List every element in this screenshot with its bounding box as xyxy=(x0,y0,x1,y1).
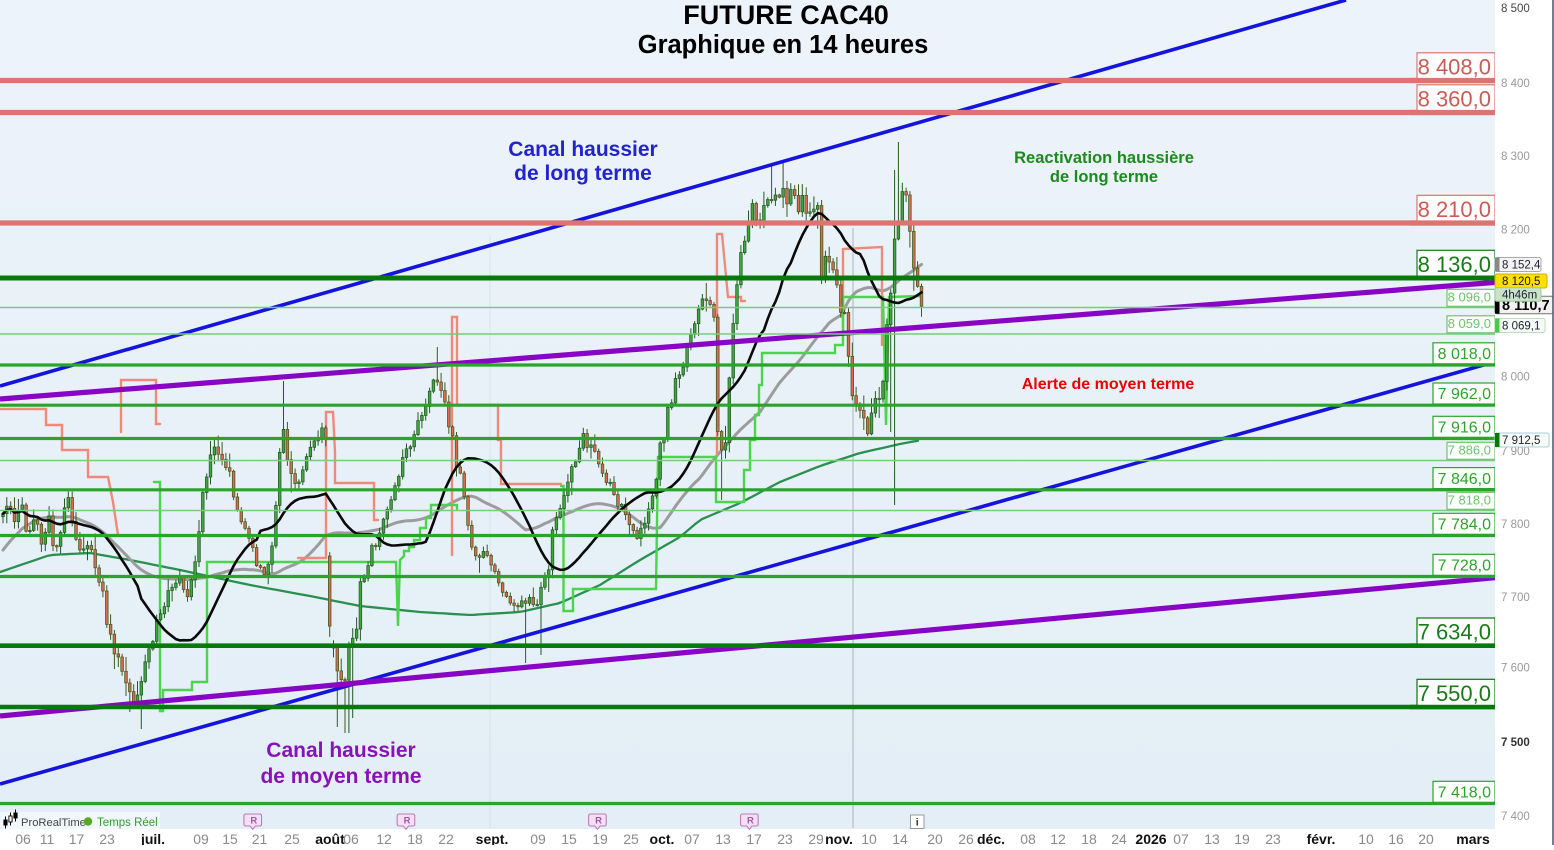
svg-text:août: août xyxy=(315,831,345,845)
svg-text:10: 10 xyxy=(861,831,877,845)
svg-text:7 900: 7 900 xyxy=(1501,446,1530,458)
svg-text:11: 11 xyxy=(40,831,55,845)
svg-text:i: i xyxy=(916,817,919,829)
svg-text:12: 12 xyxy=(376,831,392,845)
svg-text:23: 23 xyxy=(1265,831,1281,845)
svg-text:8 152,4: 8 152,4 xyxy=(1502,260,1541,272)
svg-text:8 096,0: 8 096,0 xyxy=(1448,290,1491,305)
svg-text:7 912,5: 7 912,5 xyxy=(1502,435,1540,447)
svg-text:ProRealTime: ProRealTime xyxy=(21,817,86,829)
svg-text:06: 06 xyxy=(343,831,359,845)
svg-text:7 400: 7 400 xyxy=(1501,811,1530,823)
svg-text:14: 14 xyxy=(892,831,908,845)
svg-text:7 962,0: 7 962,0 xyxy=(1438,386,1491,403)
svg-text:de long terme: de long terme xyxy=(514,162,652,185)
svg-text:7 700: 7 700 xyxy=(1501,592,1530,604)
svg-text:R: R xyxy=(404,816,411,827)
svg-text:12: 12 xyxy=(1050,831,1066,845)
svg-text:8 069,1: 8 069,1 xyxy=(1502,321,1540,333)
svg-text:26: 26 xyxy=(958,831,974,845)
svg-text:8 000: 8 000 xyxy=(1501,372,1530,384)
svg-text:19: 19 xyxy=(1234,831,1250,845)
svg-text:7 846,0: 7 846,0 xyxy=(1438,471,1491,488)
svg-text:18: 18 xyxy=(1081,831,1097,845)
svg-text:7 418,0: 7 418,0 xyxy=(1438,785,1491,802)
svg-text:20: 20 xyxy=(927,831,943,845)
svg-text:de moyen terme: de moyen terme xyxy=(260,765,421,788)
svg-text:7 800: 7 800 xyxy=(1501,519,1530,531)
svg-text:8 059,0: 8 059,0 xyxy=(1448,316,1491,331)
svg-text:7 784,0: 7 784,0 xyxy=(1438,517,1491,534)
svg-text:8 210,0: 8 210,0 xyxy=(1418,197,1491,222)
svg-text:8 110,7: 8 110,7 xyxy=(1502,298,1550,314)
svg-text:Temps Réel: Temps Réel xyxy=(97,817,158,829)
svg-text:15: 15 xyxy=(561,831,577,845)
svg-text:8 200: 8 200 xyxy=(1501,225,1530,237)
svg-text:09: 09 xyxy=(530,831,546,845)
svg-text:2026: 2026 xyxy=(1135,831,1166,845)
svg-text:15: 15 xyxy=(222,831,238,845)
svg-text:7 728,0: 7 728,0 xyxy=(1438,558,1491,575)
svg-text:7 886,0: 7 886,0 xyxy=(1448,443,1491,458)
svg-text:13: 13 xyxy=(1204,831,1220,845)
svg-text:8 120,5: 8 120,5 xyxy=(1502,276,1540,288)
svg-text:17: 17 xyxy=(746,831,762,845)
svg-text:8 018,0: 8 018,0 xyxy=(1438,346,1491,363)
svg-text:R: R xyxy=(595,816,602,827)
svg-text:10: 10 xyxy=(1358,831,1374,845)
svg-text:8 400: 8 400 xyxy=(1501,78,1530,90)
svg-text:FUTURE CAC40: FUTURE CAC40 xyxy=(683,0,889,30)
svg-text:de long terme: de long terme xyxy=(1050,168,1158,186)
svg-text:7 500: 7 500 xyxy=(1501,737,1530,749)
svg-text:déc.: déc. xyxy=(977,831,1005,845)
svg-text:23: 23 xyxy=(99,831,115,845)
svg-text:oct.: oct. xyxy=(650,831,675,845)
svg-text:24: 24 xyxy=(1111,831,1127,845)
svg-text:7 600: 7 600 xyxy=(1501,663,1530,675)
svg-text:20: 20 xyxy=(1418,831,1434,845)
svg-text:21: 21 xyxy=(252,831,268,845)
svg-text:8 300: 8 300 xyxy=(1501,151,1530,163)
svg-text:Graphique en 14 heures: Graphique en 14 heures xyxy=(638,31,929,59)
svg-text:R: R xyxy=(250,816,257,827)
svg-text:mars: mars xyxy=(1456,831,1490,845)
svg-text:Canal haussier: Canal haussier xyxy=(508,138,657,161)
svg-text:R: R xyxy=(747,816,754,827)
svg-text:25: 25 xyxy=(284,831,300,845)
svg-text:19: 19 xyxy=(592,831,608,845)
svg-text:nov.: nov. xyxy=(825,831,853,845)
svg-text:07: 07 xyxy=(1173,831,1189,845)
svg-text:17: 17 xyxy=(69,831,85,845)
svg-text:29: 29 xyxy=(808,831,824,845)
svg-text:16: 16 xyxy=(1388,831,1404,845)
svg-text:23: 23 xyxy=(777,831,793,845)
svg-text:09: 09 xyxy=(193,831,209,845)
svg-text:7 818,0: 7 818,0 xyxy=(1448,493,1491,508)
svg-text:Canal haussier: Canal haussier xyxy=(266,739,415,762)
svg-text:sept.: sept. xyxy=(476,831,509,845)
svg-text:8 500: 8 500 xyxy=(1501,3,1530,15)
svg-text:8 408,0: 8 408,0 xyxy=(1418,55,1491,80)
svg-text:7 916,0: 7 916,0 xyxy=(1438,420,1491,437)
svg-text:18: 18 xyxy=(407,831,423,845)
svg-text:8 360,0: 8 360,0 xyxy=(1418,87,1491,112)
svg-text:7 550,0: 7 550,0 xyxy=(1418,681,1491,706)
svg-text:8 136,0: 8 136,0 xyxy=(1418,252,1491,277)
svg-text:25: 25 xyxy=(623,831,639,845)
svg-text:Alerte de moyen terme: Alerte de moyen terme xyxy=(1022,376,1195,393)
svg-text:Reactivation haussière: Reactivation haussière xyxy=(1014,149,1194,167)
svg-text:juil.: juil. xyxy=(140,831,165,845)
svg-text:févr.: févr. xyxy=(1307,831,1336,845)
svg-text:7 634,0: 7 634,0 xyxy=(1418,620,1491,645)
svg-text:06: 06 xyxy=(15,831,31,845)
svg-text:07: 07 xyxy=(684,831,700,845)
svg-text:22: 22 xyxy=(438,831,454,845)
svg-text:4h46m: 4h46m xyxy=(1502,290,1537,302)
svg-text:08: 08 xyxy=(1020,831,1036,845)
svg-text:13: 13 xyxy=(715,831,731,845)
